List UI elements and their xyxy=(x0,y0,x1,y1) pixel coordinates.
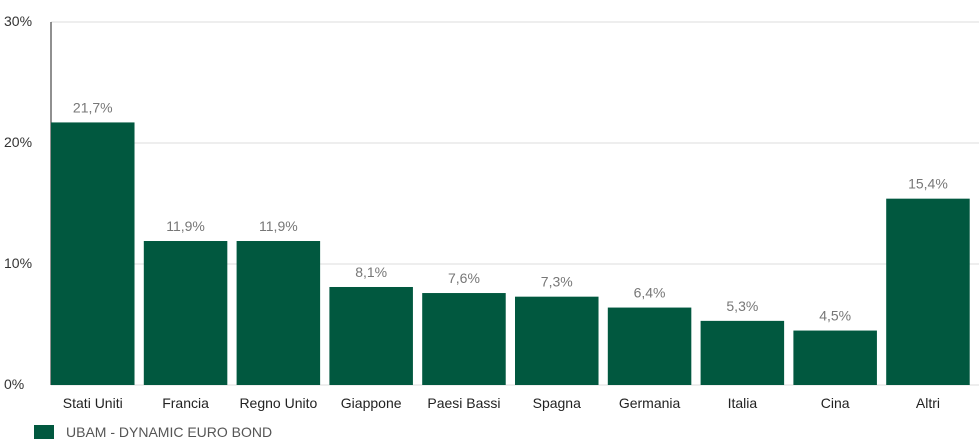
data-label: 4,5% xyxy=(819,308,851,324)
legend: UBAM - DYNAMIC EURO BOND xyxy=(34,424,272,440)
data-label: 5,3% xyxy=(726,298,758,314)
data-label: 21,7% xyxy=(73,99,113,115)
y-axis-ticks: 0% 10% 20% 30% xyxy=(4,13,32,392)
bars xyxy=(51,122,970,386)
x-tick-label: Regno Unito xyxy=(239,395,317,411)
bar xyxy=(422,293,506,385)
y-tick-label: 30% xyxy=(4,13,32,29)
data-labels: 21,7% 11,9% 11,9% 8,1% 7,6% 7,3% 6,4% 5,3% 4,5% 1… xyxy=(73,99,948,323)
bar xyxy=(329,286,413,385)
data-label: 7,3% xyxy=(541,274,573,290)
x-axis-categories: Stati Uniti Francia Regno Unito Giappone Pae… xyxy=(63,395,940,411)
y-tick-label: 20% xyxy=(4,134,32,150)
bar xyxy=(236,241,321,385)
x-tick-label: Stati Uniti xyxy=(63,395,123,411)
data-label: 11,9% xyxy=(166,218,205,234)
x-tick-label: Giappone xyxy=(341,395,402,411)
x-tick-label: Paesi Bassi xyxy=(427,395,500,411)
x-tick-label: Italia xyxy=(728,395,758,411)
bar xyxy=(886,198,970,385)
bar xyxy=(607,307,692,385)
data-label: 8,1% xyxy=(355,264,387,280)
data-label: 15,4% xyxy=(908,176,948,192)
data-label: 7,6% xyxy=(448,270,480,286)
legend-label: UBAM - DYNAMIC EURO BOND xyxy=(66,424,273,440)
x-tick-label: Francia xyxy=(162,395,209,411)
data-label: 11,9% xyxy=(259,218,298,234)
legend-swatch xyxy=(34,425,54,439)
bar xyxy=(700,320,785,385)
x-tick-label: Altri xyxy=(916,395,940,411)
bar xyxy=(51,122,135,386)
bar xyxy=(793,330,877,385)
x-tick-label: Germania xyxy=(619,395,681,411)
y-tick-label: 0% xyxy=(4,376,24,392)
data-label: 6,4% xyxy=(634,285,666,301)
x-tick-label: Cina xyxy=(821,395,850,411)
x-tick-label: Spagna xyxy=(533,395,581,411)
bar xyxy=(515,296,599,385)
y-tick-label: 10% xyxy=(4,255,32,271)
bar xyxy=(143,241,228,385)
